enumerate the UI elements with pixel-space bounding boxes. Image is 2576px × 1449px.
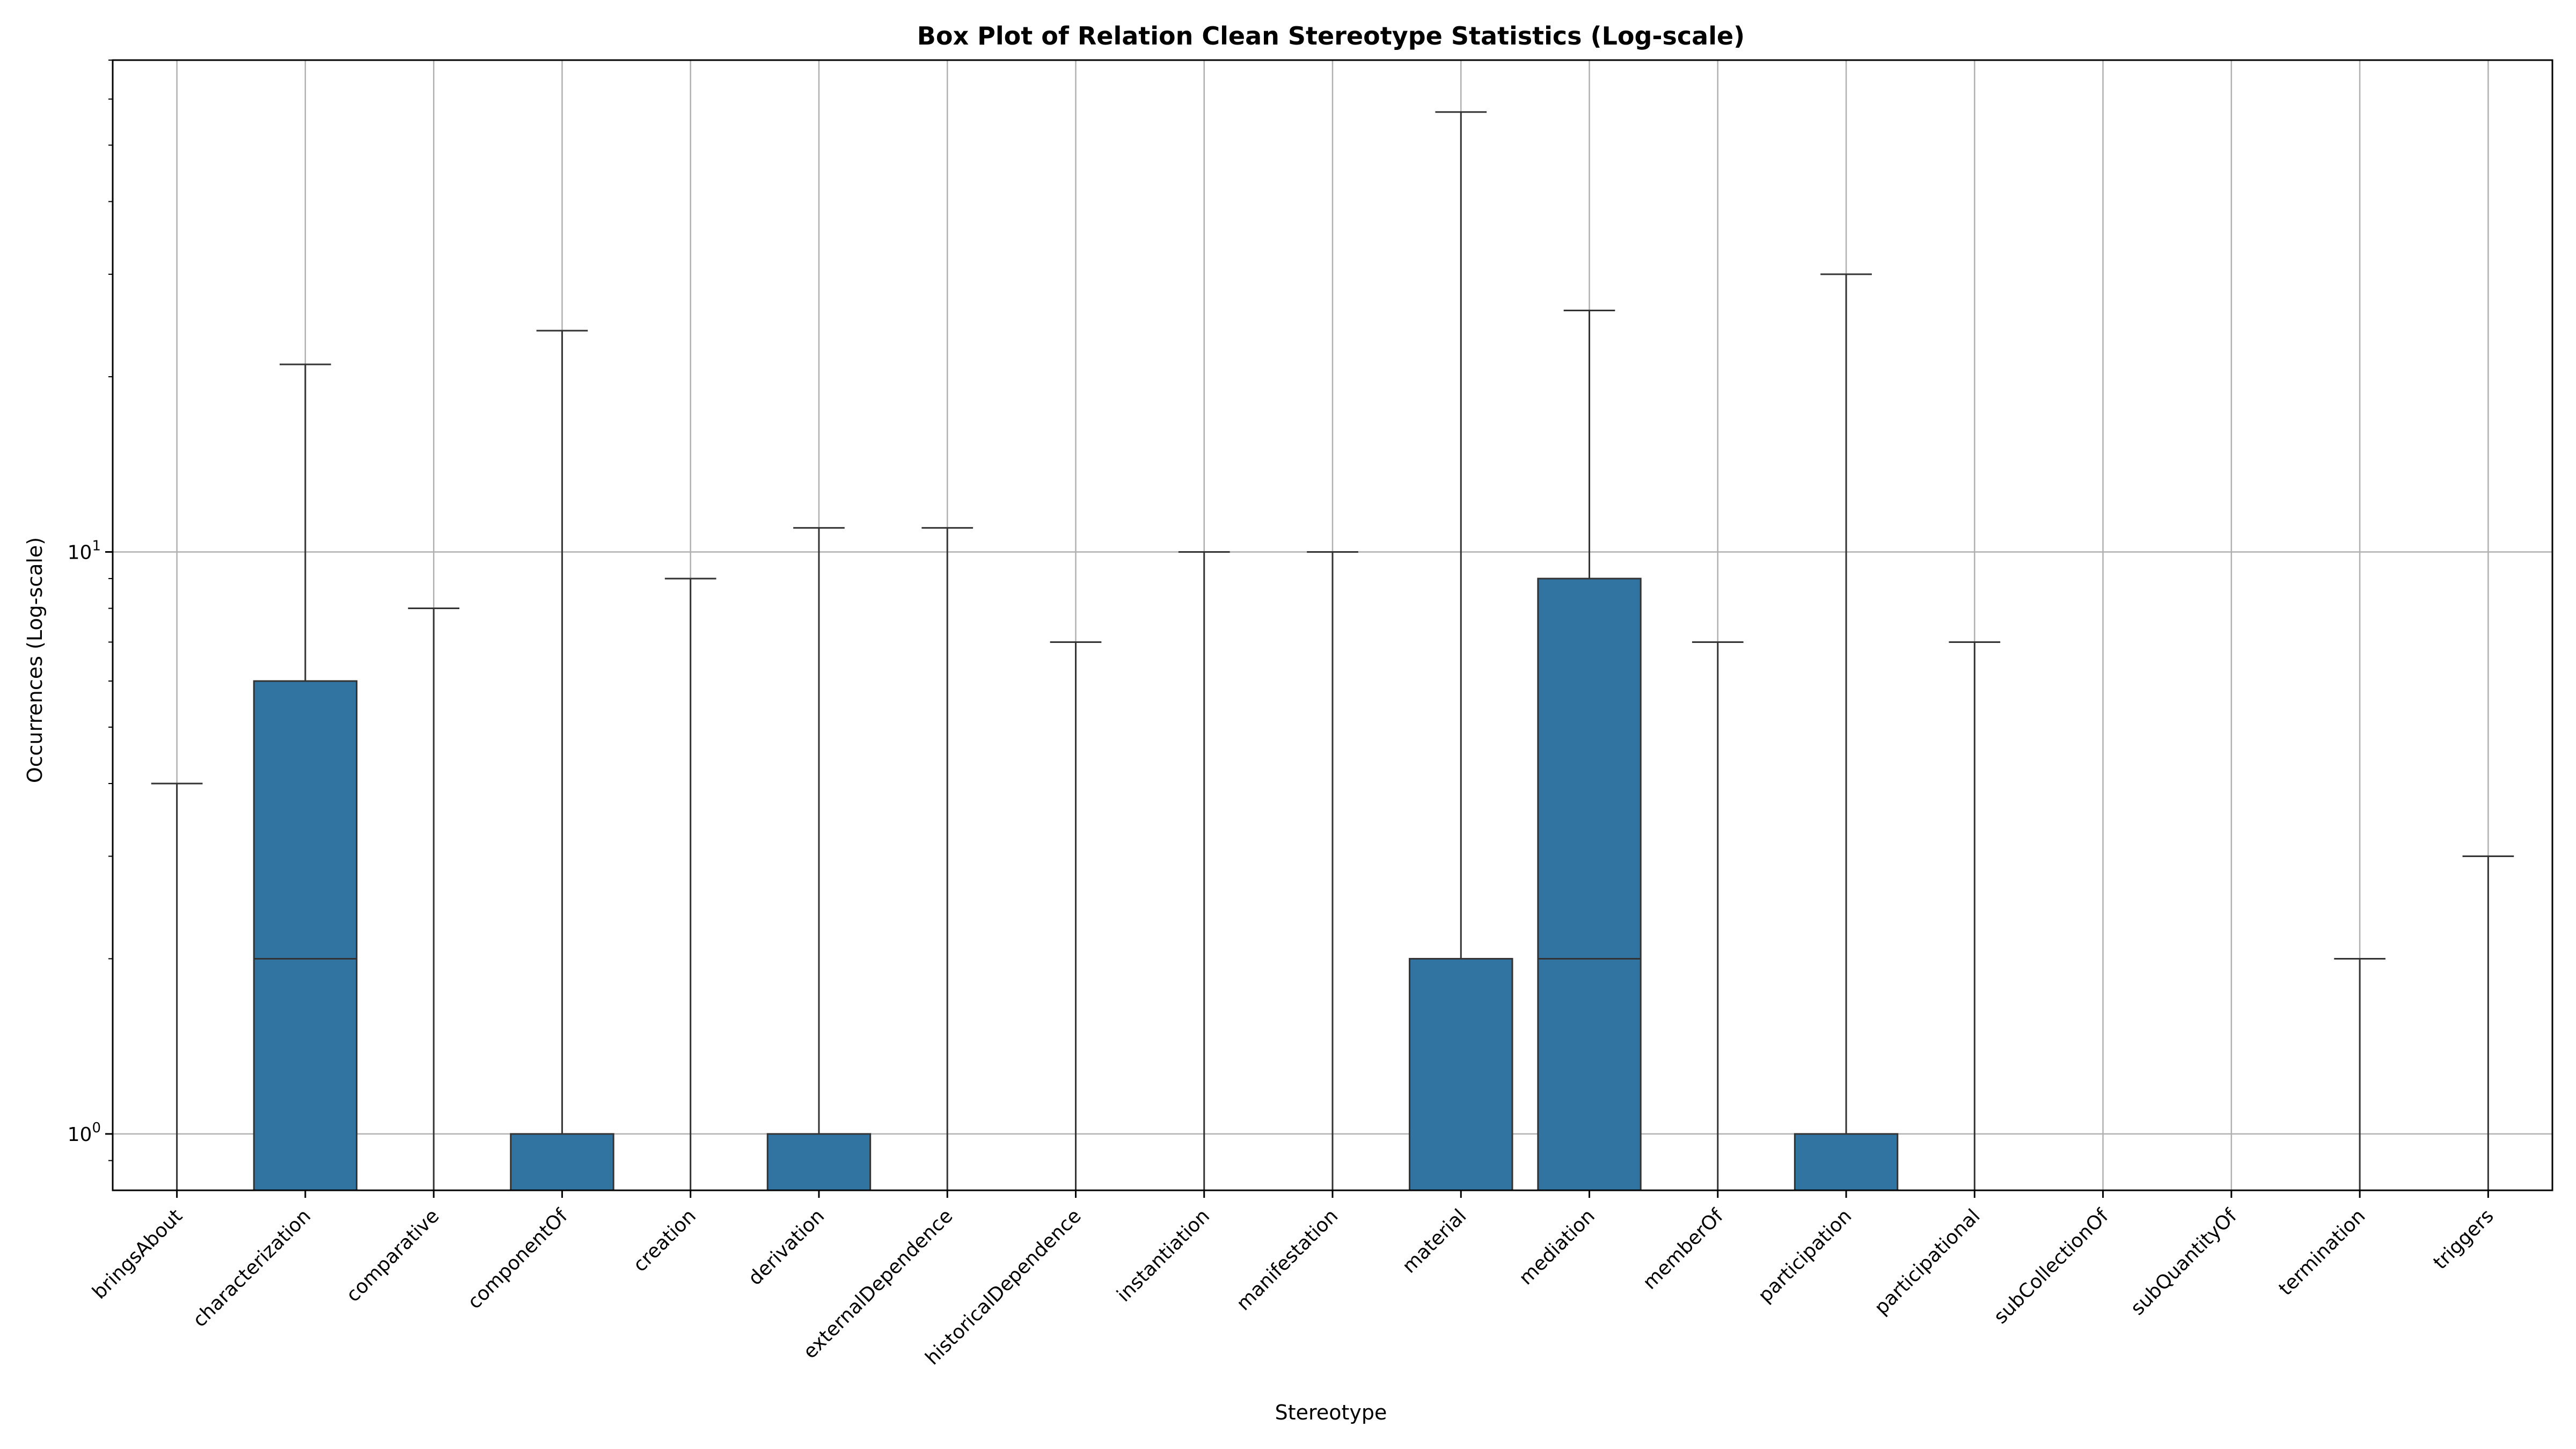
box-characterization [253,363,358,1191]
box-manifestation [1307,551,1358,1190]
y-tick-label: 100 [68,1120,101,1146]
y-axis-label: Occurrences (Log-scale) [23,537,47,783]
box-mediation [1537,309,1642,1191]
box-instantiation [1178,551,1230,1190]
box-material [1409,111,1513,1191]
box-triggers [2462,855,2514,1190]
interquartile-box [253,680,358,1191]
chart-title: Box Plot of Relation Clean Stereotype St… [917,21,1745,50]
interquartile-box [510,1133,614,1191]
box-externalDependence [921,527,974,1190]
box-historicalDependence [1050,641,1102,1190]
interquartile-box [1794,1133,1899,1191]
box-bringsAbout [151,782,203,1190]
box-series [151,111,2514,1191]
box-componentOf [510,330,614,1191]
box-comparative [408,608,460,1190]
interquartile-box [766,1133,872,1191]
box-creation [664,577,716,1190]
interquartile-box [1537,577,1642,1191]
box-memberOf [1692,641,1744,1190]
interquartile-box [1409,957,1513,1191]
box-termination [2334,957,2385,1190]
y-tick-label: 101 [68,538,101,564]
box-participational [1949,641,2001,1190]
y-axis-ticks: 100 101 [68,60,113,1161]
x-axis-label: Stereotype [1275,1401,1387,1424]
